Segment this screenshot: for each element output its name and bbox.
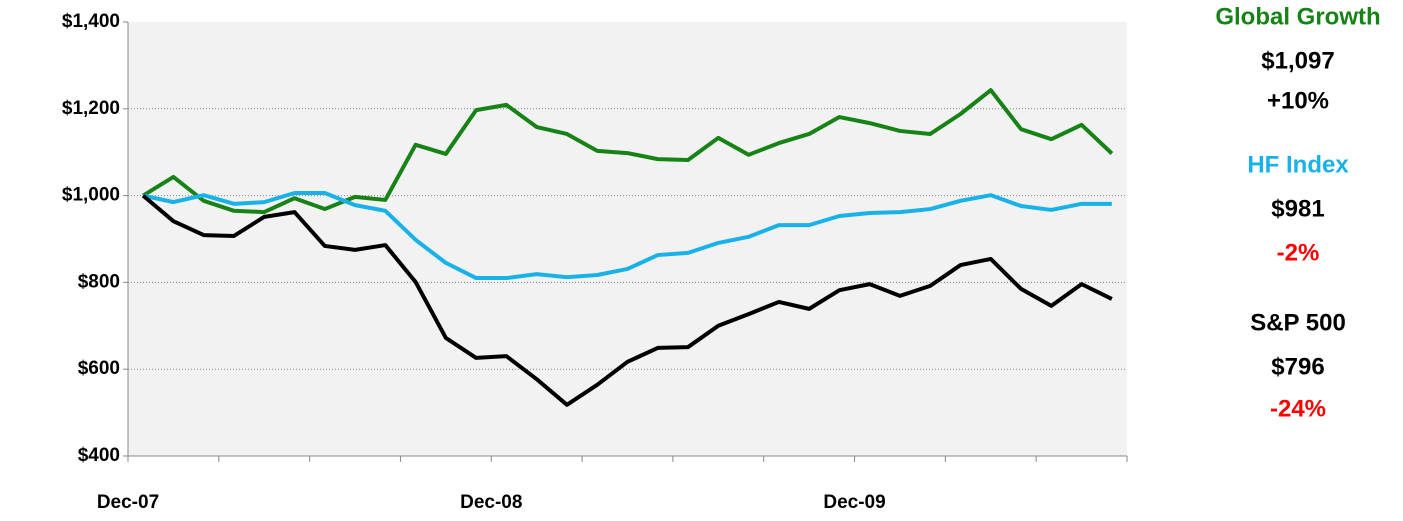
plot-area [128,22,1127,456]
legend-value: $981 [1271,195,1324,222]
y-tick-label: $1,200 [62,98,120,119]
legend-change: +10% [1267,87,1329,114]
legend-value: $1,097 [1261,47,1334,74]
y-tick-label: $400 [78,445,120,466]
y-tick-label: $800 [78,271,120,292]
series-line [142,190,1112,281]
legend-name: HF Index [1247,151,1349,178]
legend-change: -2% [1277,239,1320,266]
x-tick-label: Dec-07 [97,492,159,513]
x-tick-label: Dec-09 [823,492,885,513]
y-tick-label: $1,000 [62,185,120,206]
x-tick-label: Dec-08 [460,492,522,513]
legend-name: S&P 500 [1250,309,1346,336]
y-tick-label: $1,400 [62,11,120,32]
series-line [142,88,1114,215]
legend-change: -24% [1270,395,1326,422]
y-tick-label: $600 [78,358,120,379]
series-line [141,194,1113,407]
legend-value: $796 [1271,353,1324,380]
legend-name: Global Growth [1215,3,1380,30]
